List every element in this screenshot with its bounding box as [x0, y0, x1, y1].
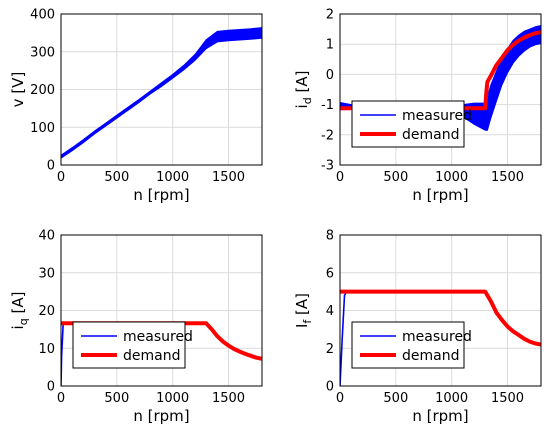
y-tick-label: 40 — [38, 229, 55, 244]
series-layer — [61, 27, 262, 159]
y-tick-label: 10 — [38, 342, 55, 357]
y-tick-label: 20 — [38, 304, 55, 319]
y-tick-label: 0 — [47, 159, 55, 174]
x-tick-label: 1000 — [156, 391, 189, 406]
x-tick-label: 500 — [383, 170, 408, 185]
y-tick-label: 0 — [47, 380, 55, 395]
x-tick-label: 0 — [57, 170, 65, 185]
x-tick-label: 0 — [336, 391, 344, 406]
y-tick-label: 1 — [326, 38, 334, 53]
legend-box — [72, 321, 186, 369]
x-tick-label: 1500 — [212, 170, 245, 185]
series-layer — [340, 289, 541, 386]
y-tick-label: 100 — [30, 121, 55, 136]
legend-label-measured: measured — [123, 329, 193, 345]
legend-label-demand: demand — [402, 348, 459, 364]
chart-panel-1: 0 500 1000 1500 0 100 200 300 400 n [rpm] v [V] — [9, 8, 263, 204]
y-tick-label: 6 — [326, 266, 334, 281]
y-tick-label: 8 — [326, 229, 334, 244]
legend-box — [351, 321, 465, 369]
legend: measured demand — [351, 100, 472, 148]
chart-panel-2: 0 500 1000 1500 -3 -2 -1 0 1 2 n [rpm] id [A] measur… — [293, 8, 542, 204]
legend: measured demand — [72, 321, 193, 369]
axes-frame — [60, 13, 263, 166]
y-tick-label: -1 — [321, 98, 334, 113]
y-tick-label: 200 — [30, 83, 55, 98]
y-tick-label: 300 — [30, 45, 55, 60]
x-tick-label: 1000 — [435, 391, 468, 406]
x-tick-label: 1500 — [491, 391, 524, 406]
x-axis-label: n [rpm] — [133, 186, 189, 204]
y-tick-label: 400 — [30, 8, 55, 23]
series-demand-line — [340, 289, 541, 347]
chart-panel-3: 0 500 1000 1500 0 10 20 30 40 n [rpm] iq [A] measur… — [9, 229, 263, 425]
x-tick-label: 500 — [383, 391, 408, 406]
legend-label-measured: measured — [402, 108, 472, 124]
chart-panel-4: 0 500 1000 1500 0 2 4 6 8 n [rpm] If [A] measured de… — [293, 229, 542, 425]
axes-frame — [339, 234, 542, 387]
y-axis-label: v [V] — [9, 72, 27, 108]
y-tick-label: 0 — [326, 380, 334, 395]
x-axis-label: n [rpm] — [412, 186, 468, 204]
legend: measured demand — [351, 321, 472, 369]
legend-label-measured: measured — [402, 329, 472, 345]
y-tick-label: 4 — [326, 304, 334, 319]
y-tick-label: -3 — [321, 159, 334, 174]
y-axis-label: If [A] — [293, 293, 314, 328]
y-tick-label: -2 — [321, 128, 334, 143]
axes-frame — [60, 234, 263, 387]
y-tick-label: 2 — [326, 8, 334, 23]
x-tick-label: 500 — [104, 391, 129, 406]
y-axis-label: id [A] — [293, 71, 314, 109]
legend-label-demand: demand — [402, 127, 459, 143]
series-1-line — [61, 32, 262, 158]
x-tick-label: 0 — [57, 391, 65, 406]
legend-box — [351, 100, 465, 148]
axes-frame — [339, 13, 542, 166]
x-axis-label: n [rpm] — [133, 407, 189, 425]
y-tick-label: 2 — [326, 342, 334, 357]
x-tick-label: 500 — [104, 170, 129, 185]
y-tick-label: 30 — [38, 266, 55, 281]
x-tick-label: 0 — [336, 170, 344, 185]
x-tick-label: 1000 — [435, 170, 468, 185]
y-axis-label: iq [A] — [9, 292, 30, 330]
series-1-band — [61, 27, 262, 159]
x-axis-label: n [rpm] — [412, 407, 468, 425]
x-tick-label: 1500 — [491, 170, 524, 185]
x-tick-label: 1000 — [156, 170, 189, 185]
x-tick-label: 1500 — [212, 391, 245, 406]
legend-label-demand: demand — [123, 348, 180, 364]
y-tick-label: 0 — [326, 68, 334, 83]
